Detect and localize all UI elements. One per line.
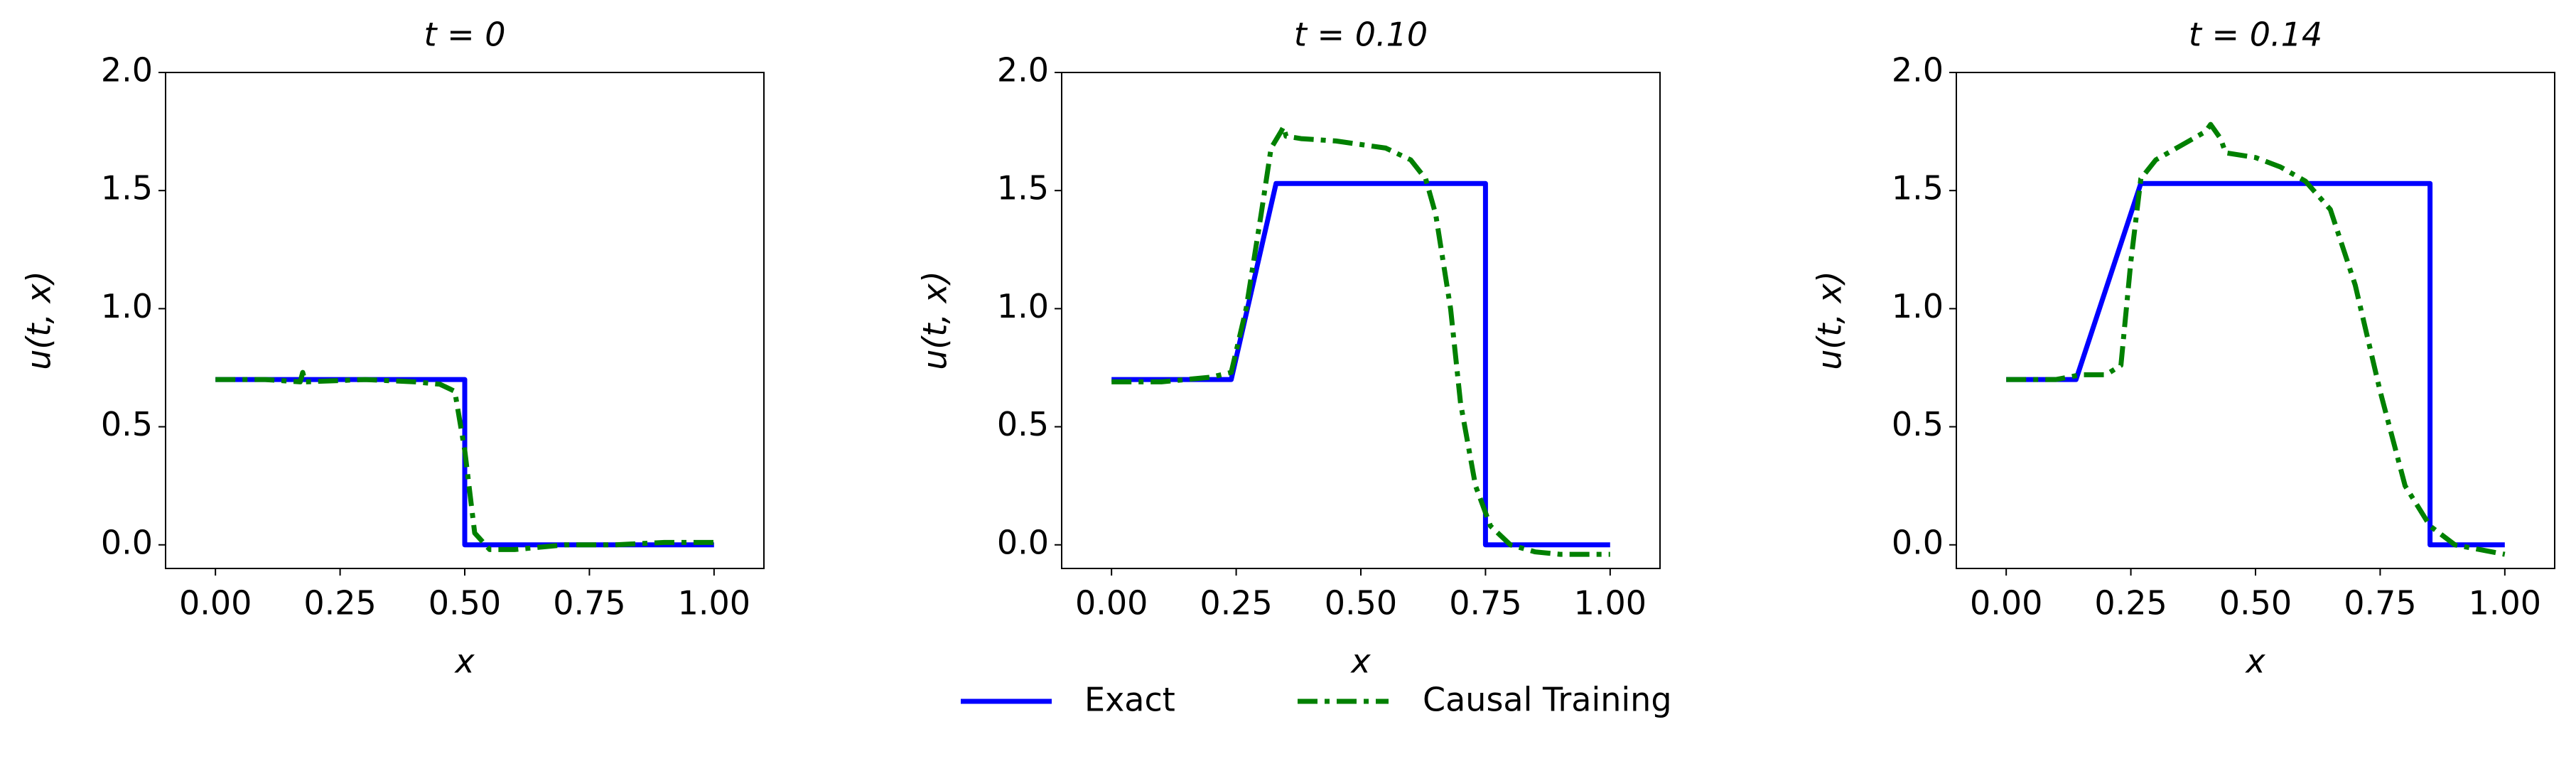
y-tick-label: 1.5 <box>997 169 1049 207</box>
plot-frame <box>1061 72 1661 569</box>
x-tick-label: 0.75 <box>553 584 625 622</box>
y-axis-label: u(t, x) <box>916 271 954 370</box>
series-line <box>2006 122 2506 557</box>
y-tick-label: 1.0 <box>997 287 1049 325</box>
y-tick-label: 0.0 <box>997 523 1049 561</box>
x-tick-label: 0.00 <box>1970 584 2042 622</box>
x-axis-label: x <box>2244 642 2265 681</box>
chart-title: t = 0.10 <box>1294 16 1428 54</box>
plot-frame <box>1956 72 2555 569</box>
x-tick-label: 0.50 <box>2219 584 2292 622</box>
x-tick-label: 1.00 <box>678 584 750 622</box>
y-tick-label: 2.0 <box>997 51 1049 90</box>
x-axis-label: x <box>1349 642 1371 681</box>
y-tick-label: 0.5 <box>101 405 153 443</box>
x-tick-label: 0.50 <box>429 584 501 622</box>
y-tick-label: 1.0 <box>101 287 153 325</box>
y-axis-label: u(t, x) <box>1811 271 1849 370</box>
series-line <box>1111 180 1610 548</box>
y-tick-label: 1.5 <box>101 169 153 207</box>
x-tick-label: 0.25 <box>2094 584 2167 622</box>
series-line <box>1111 124 1610 557</box>
plot-frame <box>165 72 765 569</box>
x-axis-label: x <box>453 642 475 681</box>
x-tick-label: 0.00 <box>179 584 252 622</box>
y-tick-label: 2.0 <box>1892 51 1944 90</box>
y-tick-label: 1.5 <box>1892 169 1944 207</box>
x-tick-label: 0.25 <box>1200 584 1272 622</box>
x-tick-label: 0.25 <box>303 584 376 622</box>
legend-label: Exact <box>1084 681 1175 719</box>
legend-label: Causal Training <box>1423 681 1672 719</box>
x-tick-label: 0.75 <box>1449 584 1521 622</box>
series-line <box>215 369 714 552</box>
x-tick-label: 0.75 <box>2344 584 2416 622</box>
x-tick-label: 1.00 <box>2469 584 2541 622</box>
y-tick-label: 0.5 <box>1892 405 1944 443</box>
x-tick-label: 1.00 <box>1574 584 1647 622</box>
series-line <box>2006 180 2505 548</box>
chart-title: t = 0 <box>424 16 505 54</box>
y-axis-label: u(t, x) <box>20 271 58 370</box>
chart-title: t = 0.14 <box>2189 16 2322 54</box>
y-tick-label: 2.0 <box>101 51 153 90</box>
y-tick-label: 0.5 <box>997 405 1049 443</box>
x-tick-label: 0.00 <box>1075 584 1148 622</box>
y-tick-label: 0.0 <box>101 523 153 561</box>
y-tick-label: 0.0 <box>1892 523 1944 561</box>
x-tick-label: 0.50 <box>1325 584 1397 622</box>
y-tick-label: 1.0 <box>1892 287 1944 325</box>
